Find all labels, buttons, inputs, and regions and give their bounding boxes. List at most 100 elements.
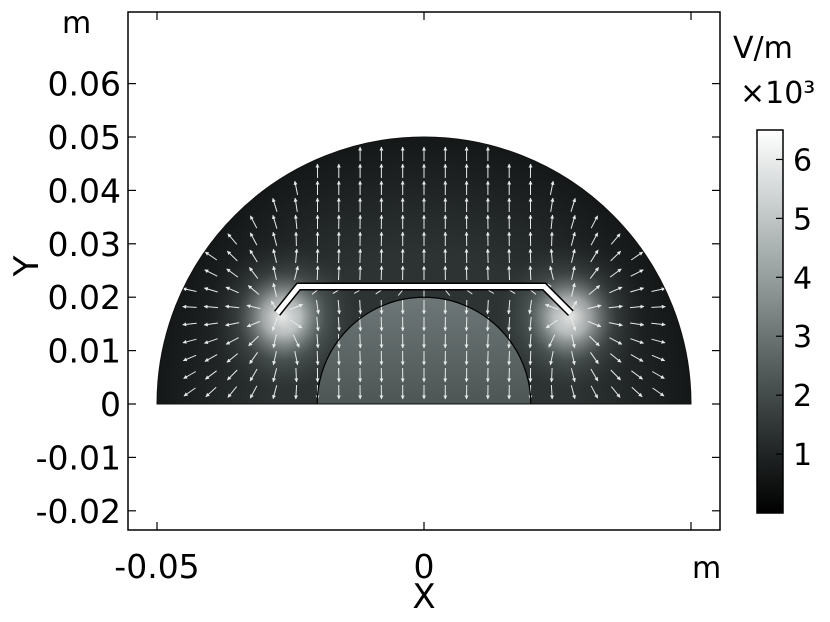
field-arrow [629, 304, 645, 309]
field-arrow [272, 282, 277, 297]
field-arrow [249, 385, 258, 399]
field-arrow [549, 180, 555, 195]
field-arrow [336, 265, 341, 281]
field-arrow [225, 337, 239, 345]
field-arrow [272, 368, 278, 383]
field-arrow [293, 214, 298, 230]
field-arrow [205, 386, 217, 398]
field-arrow [651, 371, 665, 379]
field-arrow [182, 287, 197, 292]
field-arrow [248, 335, 259, 347]
field-arrow [610, 233, 621, 245]
field-arrow [549, 384, 554, 400]
field-arrow [651, 322, 666, 327]
field-arrow [294, 265, 299, 280]
field-arrow [203, 304, 219, 309]
field-arrow [630, 269, 644, 277]
field-arrow [570, 197, 577, 212]
field-arrow [590, 249, 599, 263]
field-arrow [485, 333, 490, 349]
field-arrow [203, 322, 218, 327]
field-arrow [272, 351, 277, 366]
field-arrow [315, 333, 320, 349]
y-tick-label: 0.05 [48, 118, 121, 157]
field-arrow [549, 367, 554, 383]
colorbar-gradient [756, 129, 784, 514]
field-arrow [610, 369, 621, 381]
field-arrow [485, 299, 490, 315]
field-arrow [337, 299, 342, 315]
field-arrow [507, 333, 512, 349]
field-arrow [571, 248, 576, 263]
field-arrow [590, 215, 599, 229]
field-arrow [590, 232, 599, 246]
field-arrow [608, 322, 623, 327]
field-arrow [609, 286, 623, 294]
field-arrow [589, 335, 600, 347]
field-arrow [651, 304, 666, 309]
field-arrow [506, 299, 511, 315]
field-arrow [630, 251, 644, 261]
field-arrow [528, 350, 533, 366]
y-tick-label: 0.01 [48, 332, 121, 371]
field-arrow [609, 268, 622, 278]
colorbar-tick-label: 1 [793, 438, 812, 473]
field-arrow [227, 386, 238, 398]
field-arrow [289, 303, 304, 310]
field-arrow [507, 265, 512, 281]
field-arrow [204, 338, 218, 345]
field-arrow [630, 354, 644, 362]
colorbar-multiplier: ×10³ [740, 76, 815, 111]
field-arrow [271, 197, 278, 212]
field-arrow [272, 334, 277, 349]
colorbar: V/m ×10³ 1 2 3 4 5 6 [733, 31, 815, 514]
domain-outline [156, 136, 692, 405]
field-arrow [225, 286, 239, 294]
field-arrow [247, 285, 260, 295]
field-arrow [610, 250, 622, 262]
field-arrow [249, 352, 259, 365]
x-tick-label: 0 [414, 547, 435, 586]
field-arrow [227, 233, 238, 245]
field-arrow [358, 299, 363, 315]
field-arrow [630, 322, 645, 327]
field-arrow [246, 304, 261, 310]
field-arrow [570, 385, 576, 400]
field-arrow [590, 385, 599, 399]
field-arrow [294, 384, 299, 400]
field-arrow [652, 387, 665, 397]
field-arrow [631, 386, 643, 398]
field-arrow [549, 248, 554, 264]
field-arrow [571, 282, 576, 297]
y-tick-label: 0.06 [48, 65, 121, 104]
field-arrow [549, 265, 554, 280]
field-arrow [249, 232, 258, 246]
field-arrow [271, 317, 278, 331]
field-arrow [651, 354, 666, 362]
field-arrow [589, 267, 599, 279]
field-arrow [587, 304, 602, 310]
field-arrow [528, 316, 533, 332]
arrow-field [182, 146, 666, 400]
field-arrow [528, 300, 532, 315]
field-arrow [204, 269, 218, 277]
field-arrow [182, 322, 197, 327]
field-arrow [293, 180, 299, 195]
colorbar-unit: V/m [733, 31, 793, 66]
field-arrow [226, 353, 239, 363]
colorbar-tick-label: 2 [793, 379, 812, 414]
field-arrow [608, 304, 623, 309]
field-arrow [528, 333, 533, 349]
x-axis-unit: m [692, 551, 721, 586]
field-arrow [294, 351, 299, 366]
field-arrow [588, 285, 601, 295]
y-axis-title: Y [7, 255, 47, 277]
field-arrow [336, 350, 341, 366]
field-arrow [550, 214, 555, 230]
field-arrow [204, 251, 218, 261]
field-arrow [549, 351, 554, 366]
y-tick-label: 0.03 [48, 225, 121, 264]
field-arrow [631, 370, 643, 380]
field-arrow [272, 385, 278, 400]
